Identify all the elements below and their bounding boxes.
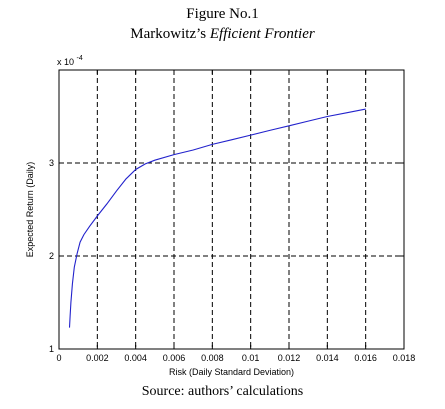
y-multiplier-exponent: -4 [77,55,83,62]
y-tick-label: 2 [49,251,54,261]
y-tick-label: 1 [49,344,54,354]
y-axis-label: Expected Return (Daily) [25,162,35,258]
x-tick-label: 0.004 [124,353,147,363]
x-tick-label: 0.014 [316,353,339,363]
tick-layer [58,70,405,350]
figure-source: Source: authors’ calculations [141,384,304,399]
x-tick-label: 0.006 [163,353,186,363]
figure-subtitle: Markowitz’s Efficient Frontier [0,26,445,43]
x-tick-label: 0.016 [354,353,377,363]
x-tick-label: 0.01 [242,353,260,363]
x-axis-label: Risk (Daily Standard Deviation) [169,367,294,377]
subtitle-prefix: Markowitz’s [130,26,210,42]
label-layer: 0 0.002 0.004 0.006 0.008 0.01 0.012 0.014 0.016… [49,158,415,363]
x-tick-label: 0.018 [393,353,416,363]
efficient-frontier-line [68,108,366,328]
x-tick-label: 0.012 [278,353,301,363]
figure-title: Figure No.1 [186,6,259,22]
grid-layer [59,70,404,349]
y-axis-multiplier: x 10 -4 [57,55,83,67]
x-tick-label: 0.002 [86,353,109,363]
x-tick-label: 0.008 [201,353,224,363]
y-multiplier-base: x 10 [57,57,74,67]
subtitle-italic: Efficient Frontier [209,26,315,42]
plot-frame [58,69,405,350]
x-tick-label: 0 [56,353,61,363]
y-tick-label: 3 [49,158,54,168]
